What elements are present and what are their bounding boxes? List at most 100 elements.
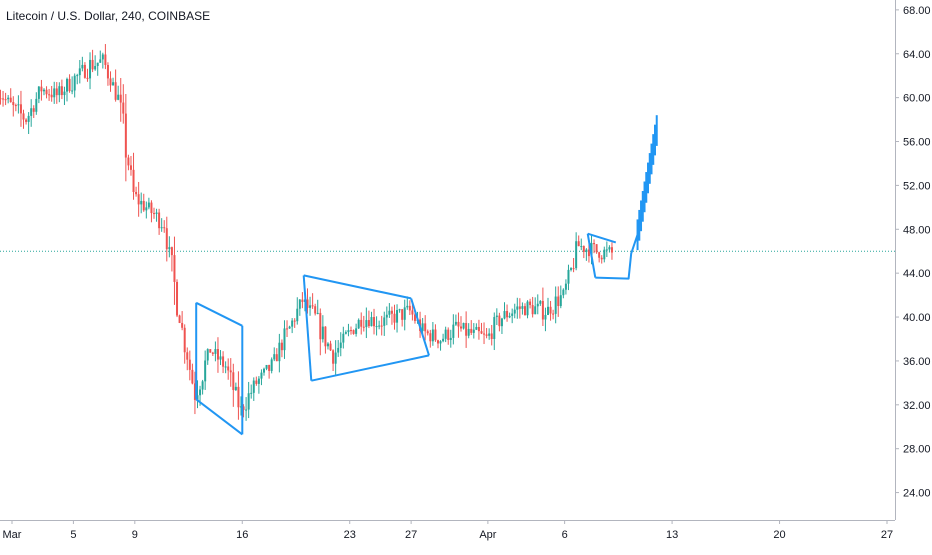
candle-up [493, 317, 496, 339]
candle-up [288, 326, 291, 329]
candle-up [585, 249, 588, 252]
candle-up [396, 310, 399, 323]
candle-down [186, 352, 189, 360]
candle-up [342, 333, 345, 343]
candle-down [165, 228, 168, 250]
y-tick-label: 52.00 [903, 180, 931, 192]
candle-up [603, 249, 606, 260]
candle-down [209, 349, 212, 353]
candle-down [301, 299, 304, 302]
candle-down [465, 322, 468, 336]
symmetric-triangle-upper [303, 274, 412, 300]
candle-down [587, 249, 590, 257]
candle-up [66, 78, 69, 92]
y-tick-label: 36.00 [903, 356, 931, 368]
candle-up [406, 305, 409, 308]
candle-down [352, 330, 355, 334]
candle-down [593, 243, 596, 245]
candle-down [523, 306, 526, 316]
candle-down [83, 64, 86, 78]
candle-up [270, 359, 273, 371]
candle-down [255, 380, 258, 384]
candle-down [222, 356, 225, 367]
candle-down [216, 349, 219, 360]
candle-down [191, 369, 194, 384]
candle-up [605, 249, 608, 251]
candle-up [250, 392, 253, 394]
candle-up [495, 315, 498, 318]
candle-up [37, 86, 40, 99]
candle-down [293, 320, 296, 322]
candle-down [572, 268, 575, 270]
candle-down [483, 333, 486, 335]
candle-up [7, 97, 10, 100]
x-tick-label: 9 [132, 529, 138, 541]
candle-up [234, 386, 237, 391]
candle-down [447, 329, 450, 340]
candle-up [608, 247, 611, 250]
candle-up [42, 89, 45, 92]
candle-down [19, 104, 22, 114]
candle-down [531, 305, 534, 315]
candle-down [518, 306, 521, 309]
candle-down [286, 328, 289, 330]
candle-down [268, 364, 271, 371]
candle-up [199, 389, 202, 396]
candle-down [25, 119, 28, 122]
candle-down [373, 317, 376, 327]
candle-up [214, 349, 217, 354]
candle-up [575, 241, 578, 269]
candle-up [383, 317, 386, 326]
candle-down [4, 99, 7, 101]
candle-down [227, 366, 230, 371]
candle-down [124, 113, 127, 158]
candle-up [375, 326, 378, 328]
rising-wedge-upper [195, 301, 243, 327]
candle-up [467, 328, 470, 336]
candle-up [206, 349, 209, 361]
candle-up [201, 381, 204, 390]
candle-down [104, 54, 107, 65]
candle-down [362, 326, 365, 328]
candle-down [460, 326, 463, 329]
chart-title: Litecoin / U.S. Dollar, 240, COINBASE [6, 9, 211, 23]
candle-down [122, 102, 125, 114]
x-tick-label: 16 [236, 529, 248, 541]
candle-up [326, 343, 329, 347]
x-tick-label: 27 [881, 529, 893, 541]
candle-up [265, 364, 268, 369]
candle-down [306, 299, 309, 308]
candle-up [196, 395, 199, 400]
candle-up [224, 366, 227, 368]
candle-down [50, 94, 53, 98]
y-tick-label: 28.00 [903, 444, 931, 456]
candle-down [48, 94, 51, 96]
y-tick-label: 32.00 [903, 400, 931, 412]
candle-down [181, 322, 184, 328]
y-tick-label: 68.00 [903, 5, 931, 17]
x-tick-label: Mar [3, 529, 22, 541]
candle-up [53, 88, 56, 98]
candle-down [137, 194, 140, 205]
x-tick-label: 5 [70, 529, 76, 541]
candle-up [245, 409, 248, 411]
candle-up [590, 243, 593, 257]
candle-down [557, 296, 560, 307]
candle-down [178, 315, 181, 323]
candle-up [260, 372, 263, 379]
candle-up [168, 247, 171, 250]
candle-up [398, 309, 401, 311]
candle-up [81, 64, 84, 69]
candle-up [344, 332, 347, 334]
candle-up [219, 356, 222, 360]
candle-up [145, 207, 148, 211]
candle-up [27, 115, 30, 122]
candle-up [101, 54, 104, 60]
candle-up [526, 301, 529, 316]
candle-up [511, 313, 514, 316]
candle-up [17, 104, 20, 106]
candle-up [516, 306, 519, 310]
candle-down [329, 343, 332, 351]
